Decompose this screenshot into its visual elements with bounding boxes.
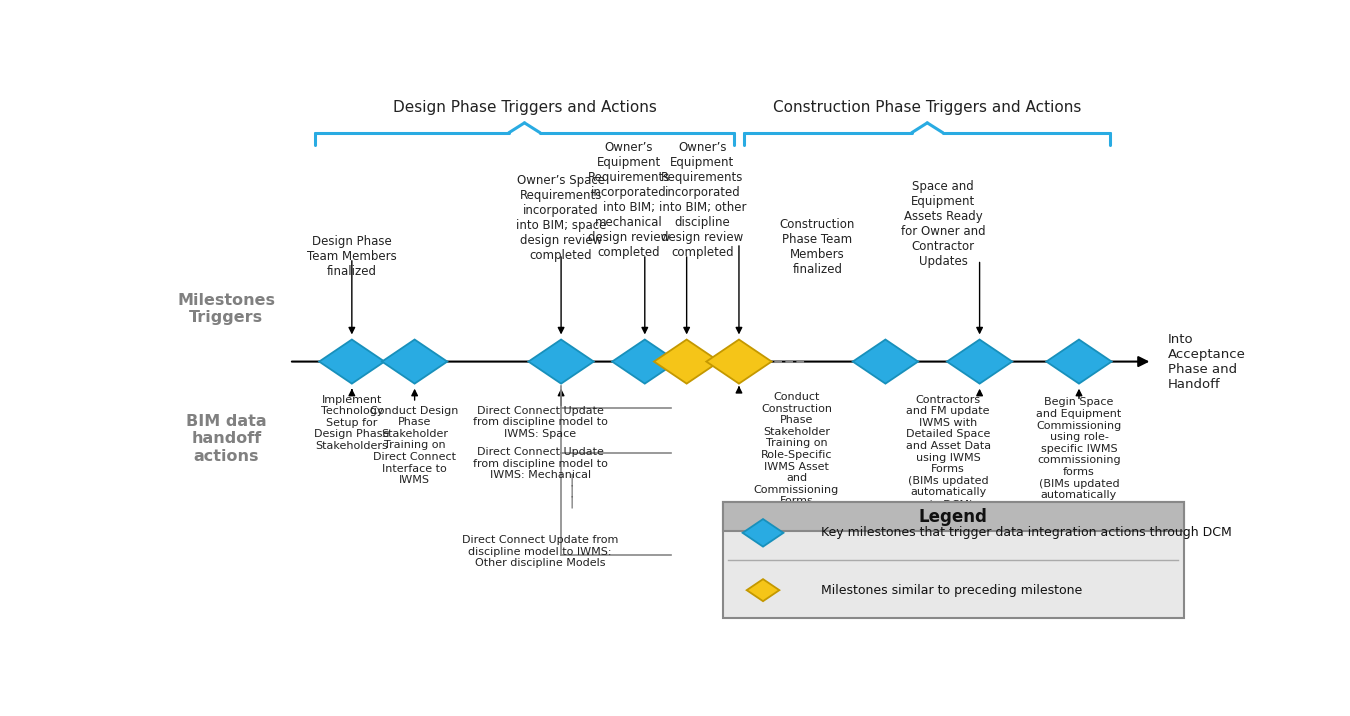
Text: Key milestones that trigger data integration actions through DCM: Key milestones that trigger data integra… [821,526,1231,539]
Text: BIM data
handoff
actions: BIM data handoff actions [186,414,266,464]
Text: Direct Connect Update
from discipline model to
IWMS: Space: Direct Connect Update from discipline mo… [472,406,608,439]
Polygon shape [743,519,783,546]
Text: Legend: Legend [919,508,988,526]
Text: Conduct
Construction
Phase
Stakeholder
Training on
Role-Specific
IWMS Asset
and
: Conduct Construction Phase Stakeholder T… [753,392,840,506]
Text: Implement
Technology
Setup for
Design Phase
Stakeholders: Implement Technology Setup for Design Ph… [315,395,390,451]
FancyBboxPatch shape [724,502,1184,531]
Polygon shape [382,339,447,384]
Text: Owner’s
Equipment
Requirements
incorporated
into BIM; other
discipline
design re: Owner’s Equipment Requirements incorpora… [659,141,747,259]
Polygon shape [1046,339,1111,384]
Text: Begin Space
and Equipment
Commissioning
using role-
specific IWMS
commissioning
: Begin Space and Equipment Commissioning … [1037,397,1122,512]
Text: Into
Acceptance
Phase and
Handoff: Into Acceptance Phase and Handoff [1168,332,1246,391]
Text: |: | [570,485,574,498]
Text: Owner’s Space
Requirements
incorporated
into BIM; space
design review
completed: Owner’s Space Requirements incorporated … [516,174,606,262]
Text: Milestones
Triggers: Milestones Triggers [177,293,275,325]
Text: Contractors
and FM update
IWMS with
Detailed Space
and Asset Data
using IWMS
For: Contractors and FM update IWMS with Deta… [906,395,991,509]
Polygon shape [853,339,918,384]
Polygon shape [946,339,1012,384]
Text: Design Phase
Team Members
finalized: Design Phase Team Members finalized [306,235,397,278]
Text: Space and
Equipment
Assets Ready
for Owner and
Contractor
Updates: Space and Equipment Assets Ready for Own… [900,180,986,268]
Polygon shape [612,339,678,384]
Polygon shape [747,579,779,601]
Text: |: | [570,473,574,487]
Polygon shape [706,339,772,384]
Text: Construction Phase Triggers and Actions: Construction Phase Triggers and Actions [774,100,1081,115]
Text: Design Phase Triggers and Actions: Design Phase Triggers and Actions [393,100,656,115]
Text: Direct Connect Update from
discipline model to IWMS:
Other discipline Models: Direct Connect Update from discipline mo… [462,536,618,569]
Text: Direct Connect Update
from discipline model to
IWMS: Mechanical: Direct Connect Update from discipline mo… [472,447,608,480]
Polygon shape [653,339,720,384]
Text: Owner’s
Equipment
Requirements
incorporated
into BIM;
mechanical
design review
c: Owner’s Equipment Requirements incorpora… [587,141,671,259]
FancyBboxPatch shape [724,502,1184,618]
Text: Conduct Design
Phase
Stakeholder
Training on
Direct Connect
Interface to
IWMS: Conduct Design Phase Stakeholder Trainin… [370,406,459,485]
Text: Construction
Phase Team
Members
finalized: Construction Phase Team Members finalize… [780,218,855,276]
Text: |: | [570,495,574,508]
Text: Milestones similar to preceding milestone: Milestones similar to preceding mileston… [821,584,1081,596]
Polygon shape [319,339,385,384]
Polygon shape [528,339,594,384]
